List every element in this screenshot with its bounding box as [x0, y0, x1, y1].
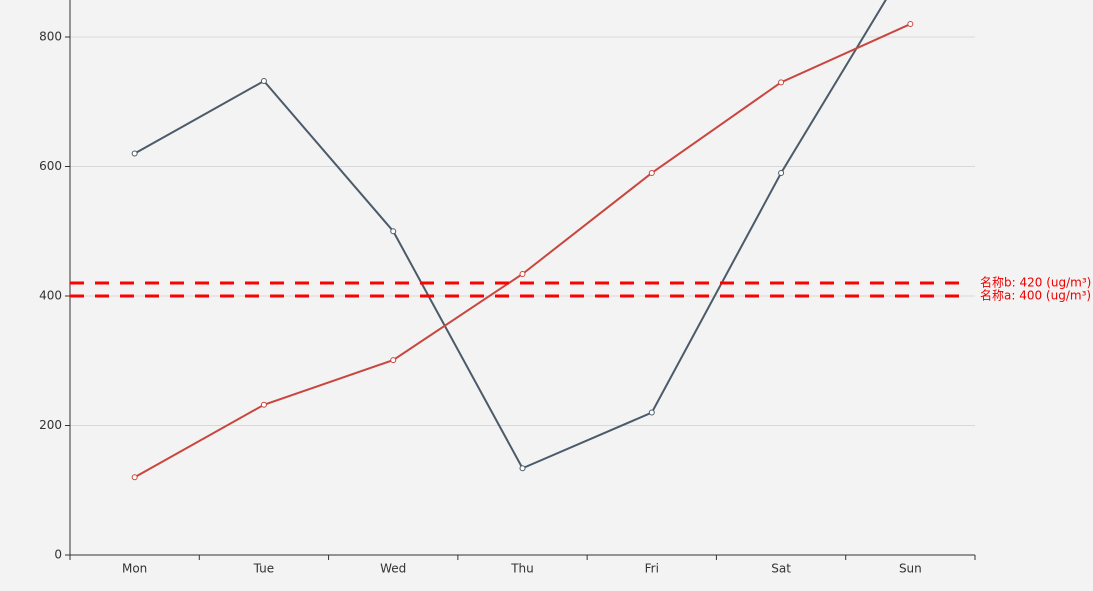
point [519, 270, 526, 277]
x-tick-label: Sun [899, 562, 922, 576]
x-tick-label: Thu [510, 562, 534, 576]
point [390, 357, 397, 364]
point [907, 21, 914, 28]
point [778, 79, 785, 86]
series-line [134, 23, 911, 479]
x-tick-label: Sat [771, 562, 791, 576]
point [519, 465, 526, 472]
y-tick-label: 600 [39, 159, 62, 173]
y-tick-label: 200 [39, 418, 62, 432]
point [390, 228, 397, 235]
y-tick-label: 800 [39, 30, 62, 44]
point [648, 409, 655, 416]
mark-line-label: 名称b: 420 (ug/m³) [980, 275, 1091, 290]
mark-line-label: 名称a: 400 (ug/m³) [980, 288, 1091, 303]
point [778, 169, 785, 176]
x-tick-label: Wed [380, 562, 406, 576]
point [260, 401, 267, 408]
point [131, 150, 138, 157]
y-tick-label: 0 [54, 548, 62, 562]
x-tick-label: Fri [645, 562, 659, 576]
point [260, 78, 267, 85]
y-tick-label: 400 [39, 289, 62, 303]
point [131, 474, 138, 481]
x-tick-label: Mon [122, 562, 147, 576]
x-tick-label: Tue [253, 562, 275, 576]
point [648, 169, 655, 176]
series-line [134, 0, 887, 470]
